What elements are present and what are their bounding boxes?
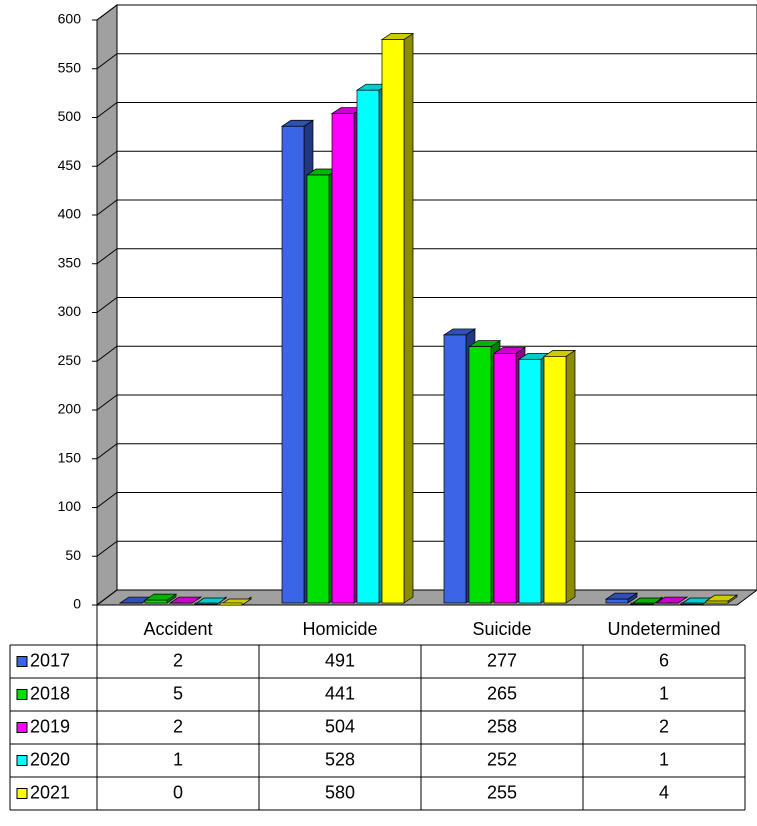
table-value: 2	[173, 650, 183, 670]
bar	[519, 359, 541, 603]
y-tick-label: 550	[58, 59, 82, 75]
bar	[444, 335, 466, 603]
table-value: 252	[487, 749, 517, 769]
y-tick-label: 150	[58, 449, 82, 465]
bar	[382, 40, 404, 604]
table-value: 2	[659, 716, 669, 736]
legend-key	[17, 690, 27, 700]
table-value: 258	[487, 716, 517, 736]
table-value: 580	[325, 782, 355, 802]
table-value: 504	[325, 716, 355, 736]
column-header: Accident	[143, 619, 212, 639]
table-value: 1	[173, 749, 183, 769]
table-value: 1	[659, 683, 669, 703]
legend-key	[17, 756, 27, 766]
bar	[606, 599, 628, 603]
y-tick-label: 0	[73, 596, 81, 612]
bar	[357, 90, 379, 603]
legend-label: 2019	[30, 716, 70, 736]
y-tick-label: 300	[58, 303, 82, 319]
y-tick-label: 600	[58, 11, 82, 27]
table-value: 6	[659, 650, 669, 670]
bar	[332, 114, 354, 603]
legend-key	[17, 723, 27, 733]
bar	[282, 126, 304, 603]
bar	[681, 603, 703, 604]
y-tick-label: 350	[58, 254, 82, 270]
column-header: Undetermined	[607, 619, 720, 639]
table-value: 265	[487, 683, 517, 703]
bar	[494, 353, 516, 603]
y-tick-label: 500	[58, 108, 82, 124]
y-tick-label: 50	[65, 547, 81, 563]
bar	[706, 601, 728, 603]
y-tick-label: 200	[58, 401, 82, 417]
table-value: 2	[173, 716, 183, 736]
column-header: Homicide	[302, 619, 377, 639]
bar-side	[404, 34, 413, 604]
legend-label: 2021	[30, 782, 70, 802]
table-value: 1	[659, 749, 669, 769]
table-value: 277	[487, 650, 517, 670]
legend-label: 2020	[30, 749, 70, 769]
bar-side	[566, 350, 575, 603]
column-header: Suicide	[472, 619, 531, 639]
bar	[195, 603, 217, 604]
legend-label: 2017	[30, 650, 70, 670]
legend-key	[17, 789, 27, 799]
bar	[307, 175, 329, 603]
table-value: 491	[325, 650, 355, 670]
table-value: 0	[173, 782, 183, 802]
table-value: 255	[487, 782, 517, 802]
bar	[631, 603, 653, 604]
y-tick-label: 450	[58, 157, 82, 173]
table-value: 441	[325, 683, 355, 703]
y-tick-label: 400	[58, 206, 82, 222]
table-value: 4	[659, 782, 669, 802]
bar	[220, 603, 242, 605]
y-tick-label: 250	[58, 352, 82, 368]
bar	[544, 356, 566, 603]
bar	[145, 600, 167, 603]
bar	[469, 347, 491, 603]
table-value: 528	[325, 749, 355, 769]
table-value: 5	[173, 683, 183, 703]
y-tick-label: 100	[58, 498, 82, 514]
legend-label: 2018	[30, 683, 70, 703]
legend-key	[17, 657, 27, 667]
